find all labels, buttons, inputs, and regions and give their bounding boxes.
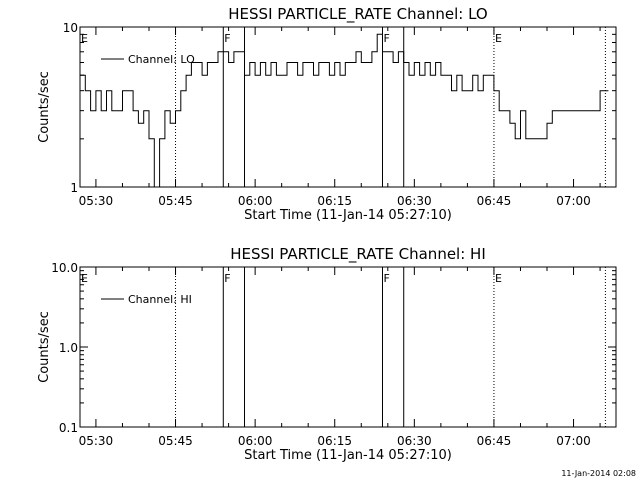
chart-title: HESSI PARTICLE_RATE Channel: LO: [228, 5, 487, 24]
x-tick-label: 06:15: [317, 194, 352, 208]
y-tick-label: 1.0: [59, 341, 78, 355]
event-marker-label: E: [495, 272, 502, 285]
series-line: [80, 33, 609, 188]
y-axis-label: Counts/sec: [37, 311, 52, 383]
plot-frame: [79, 266, 617, 428]
x-tick-label: 06:30: [397, 434, 432, 448]
x-tick-label: 05:30: [79, 434, 114, 448]
x-tick-label: 06:00: [238, 194, 273, 208]
chart-title: HESSI PARTICLE_RATE Channel: HI: [230, 245, 486, 264]
y-tick-label: 10: [63, 21, 78, 35]
footer-timestamp: 11-Jan-2014 02:08: [561, 469, 636, 478]
x-axis-label: Start Time (11-Jan-14 05:27:10): [244, 448, 452, 463]
x-tick-label: 05:45: [158, 194, 193, 208]
event-marker-label: F: [383, 32, 389, 45]
y-tick-label: 1: [70, 181, 78, 195]
x-tick-label: 06:00: [238, 434, 273, 448]
x-tick-label: 06:45: [477, 434, 512, 448]
x-tick-label: 05:45: [158, 434, 193, 448]
x-tick-label: 07:00: [556, 434, 591, 448]
y-axis-label: Counts/sec: [37, 71, 52, 143]
event-marker-label: E: [495, 32, 502, 45]
x-tick-label: 06:45: [477, 194, 512, 208]
event-marker-label: F: [224, 32, 230, 45]
x-tick-label: 05:30: [79, 194, 114, 208]
y-tick-label: 0.1: [59, 421, 78, 435]
event-marker-label: E: [81, 32, 88, 45]
chart-panel-1: HESSI PARTICLE_RATE Channel: LO 05:30 05:4…: [37, 5, 617, 223]
plot-frame: [79, 26, 617, 188]
legend-entry: Channel: LO: [128, 53, 195, 66]
event-marker-label: F: [383, 272, 389, 285]
x-tick-label: 06:15: [317, 434, 352, 448]
event-marker-label: E: [81, 272, 88, 285]
event-marker-label: F: [224, 272, 230, 285]
x-tick-label: 06:30: [397, 194, 432, 208]
x-tick-label: 07:00: [556, 194, 591, 208]
y-tick-label: 10.0: [51, 261, 78, 275]
x-axis-label: Start Time (11-Jan-14 05:27:10): [244, 208, 452, 223]
legend-entry: Channel: HI: [128, 293, 192, 306]
chart-panel-2: HESSI PARTICLE_RATE Channel: HI 05:30 05:4…: [37, 245, 617, 463]
